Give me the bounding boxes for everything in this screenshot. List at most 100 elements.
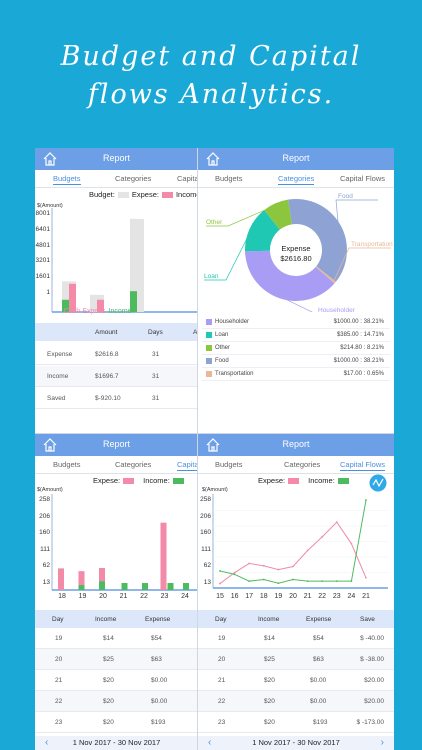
callout-line bbox=[335, 199, 378, 226]
home-icon[interactable] bbox=[205, 151, 221, 167]
x-tick-label: 20 bbox=[99, 593, 107, 600]
row-expense: $0.00 bbox=[310, 677, 327, 684]
legend-expense-swatch bbox=[123, 477, 135, 484]
donut-center-value: $2616.80 bbox=[280, 254, 312, 263]
y-tick-label: 3201 bbox=[35, 257, 50, 265]
prev-arrow-icon[interactable]: ‹ bbox=[45, 737, 49, 748]
table-row[interactable]: Saved $-920.10 31 bbox=[35, 388, 198, 409]
header-extra: A bbox=[193, 329, 198, 336]
table-header: Amount Days A bbox=[35, 323, 198, 341]
table-row[interactable]: 19 $14 $54 $ -40.00 bbox=[198, 628, 394, 649]
table-row[interactable]: 22 $20 $0.00 $20.00 bbox=[198, 691, 394, 712]
x-tick-label: 20 bbox=[289, 593, 297, 600]
tab-categories[interactable]: Categories bbox=[278, 174, 315, 185]
x-tick-label: 19 bbox=[78, 593, 87, 600]
tab-budgets[interactable]: Budgets bbox=[215, 174, 243, 183]
table-row[interactable]: 23 $20 $193 bbox=[35, 712, 198, 733]
header-days: Days bbox=[148, 329, 163, 336]
tab-bar: Budgets Categories Capita bbox=[35, 456, 198, 474]
tab-budgets[interactable]: Budgets bbox=[215, 460, 243, 469]
category-row[interactable]: Householder $1000.00 : 38.21% bbox=[202, 316, 390, 329]
table-row[interactable]: 23 $20 $193 $ -173.00 bbox=[198, 712, 394, 733]
line-point bbox=[262, 578, 265, 581]
table-row[interactable]: Expense $2616.8 31 bbox=[35, 344, 198, 365]
callout-line bbox=[206, 204, 277, 227]
tab-categories[interactable]: Categories bbox=[284, 460, 321, 469]
category-swatch bbox=[206, 319, 212, 325]
category-row[interactable]: Other $214.80 : 8.21% bbox=[202, 342, 390, 355]
bar-income bbox=[121, 583, 128, 590]
nav-title: Report bbox=[282, 153, 310, 163]
category-row[interactable]: Loan $385.00 : 14.71% bbox=[202, 329, 390, 342]
line-point bbox=[365, 576, 367, 579]
row-day: 19 bbox=[55, 635, 63, 642]
callout-label: Transportation bbox=[351, 241, 393, 248]
tab-budgets[interactable]: Budgets bbox=[53, 174, 81, 185]
budgets-report-panel: Report Budgets Categories Capita Budget:… bbox=[35, 148, 198, 434]
x-tick-label: 23 bbox=[332, 593, 341, 600]
headline: Budget and Capital flows Analytics. bbox=[0, 38, 422, 114]
category-row[interactable]: Food $1000.00 : 38.21% bbox=[202, 355, 390, 368]
table-row[interactable]: 19 $14 $54 bbox=[35, 628, 198, 649]
x-tick-label: 21 bbox=[362, 593, 370, 600]
row-expense: $54 bbox=[313, 635, 324, 642]
line-point bbox=[321, 535, 324, 538]
x-tick-label: 19 bbox=[274, 593, 283, 600]
capital-flows-bar-panel: Report Budgets Categories Capita Expese:… bbox=[35, 434, 198, 750]
row-amount: $1696.7 bbox=[95, 373, 119, 380]
line-point bbox=[248, 562, 251, 565]
capital-flows-bar-chart bbox=[51, 494, 198, 591]
y-tick-label: 1 bbox=[46, 289, 50, 296]
legend-expense-label: Expese: bbox=[93, 476, 121, 485]
tab-categories[interactable]: Categories bbox=[115, 174, 152, 183]
header-expense: Expense bbox=[145, 616, 171, 623]
category-row[interactable]: Transportation $17.00 : 0.65% bbox=[202, 368, 390, 381]
row-income: $25 bbox=[103, 656, 114, 663]
category-name: Householder bbox=[215, 319, 250, 325]
home-icon[interactable] bbox=[205, 437, 221, 453]
table-row[interactable]: 21 $20 $0.00 $20.00 bbox=[198, 670, 394, 691]
next-arrow-icon[interactable]: › bbox=[380, 737, 384, 748]
header-expense: Expense bbox=[306, 616, 332, 623]
nav-bar: Report bbox=[198, 148, 394, 170]
x-tick-label: 15 bbox=[216, 593, 224, 600]
tab-categories[interactable]: Categories bbox=[115, 460, 152, 469]
table-row[interactable]: 22 $20 $0.00 bbox=[35, 691, 198, 712]
table-row[interactable]: 20 $25 $63 $ -38.00 bbox=[198, 649, 394, 670]
y-tick-label: 160 bbox=[200, 529, 211, 536]
line-point bbox=[335, 521, 338, 524]
line-point bbox=[335, 580, 338, 583]
x-tick-label: 18 bbox=[259, 593, 268, 600]
category-donut-chart: Food Transportation Householder Loan Other bbox=[204, 193, 393, 312]
line-point bbox=[365, 499, 367, 501]
home-icon[interactable] bbox=[42, 151, 58, 167]
table-row[interactable]: 21 $20 $0.00 bbox=[35, 670, 198, 691]
tab-capital-flows[interactable]: Capita bbox=[177, 460, 198, 471]
row-income: $14 bbox=[264, 635, 275, 642]
home-icon[interactable] bbox=[42, 437, 58, 453]
y-tick-label: 111 bbox=[40, 545, 50, 553]
chart-legend: Expese: Income: bbox=[93, 476, 187, 485]
legend-income-label: Income: bbox=[143, 476, 170, 485]
y-tick-label: 62 bbox=[42, 562, 50, 569]
line-point bbox=[277, 582, 280, 585]
row-expense: $54 bbox=[151, 635, 162, 642]
tab-budgets[interactable]: Budgets bbox=[53, 460, 81, 469]
nav-title: Report bbox=[102, 153, 130, 163]
row-day: 20 bbox=[218, 656, 226, 663]
category-swatch bbox=[206, 358, 212, 364]
table-row[interactable]: Income $1696.7 31 bbox=[35, 366, 198, 387]
tab-capital-flows[interactable]: Capital Flows bbox=[340, 460, 386, 471]
tab-capital-flows[interactable]: Capita bbox=[177, 174, 198, 183]
date-range-footer: ‹ 1 Nov 2017 - 30 Nov 2017 › bbox=[198, 736, 394, 750]
table-row[interactable]: 20 $25 $63 bbox=[35, 649, 198, 670]
prev-arrow-icon[interactable]: ‹ bbox=[208, 737, 212, 748]
row-day: 23 bbox=[55, 719, 63, 726]
chart-type-toggle-icon[interactable] bbox=[369, 474, 387, 492]
donut-slice bbox=[288, 199, 347, 282]
y-tick-label: 4801 bbox=[35, 241, 50, 249]
bar-expense bbox=[160, 522, 167, 590]
x-tick-label: 21 bbox=[303, 593, 312, 600]
headline-line-1: Budget and Capital bbox=[60, 41, 362, 72]
tab-capital-flows[interactable]: Capital Flows bbox=[340, 174, 386, 183]
